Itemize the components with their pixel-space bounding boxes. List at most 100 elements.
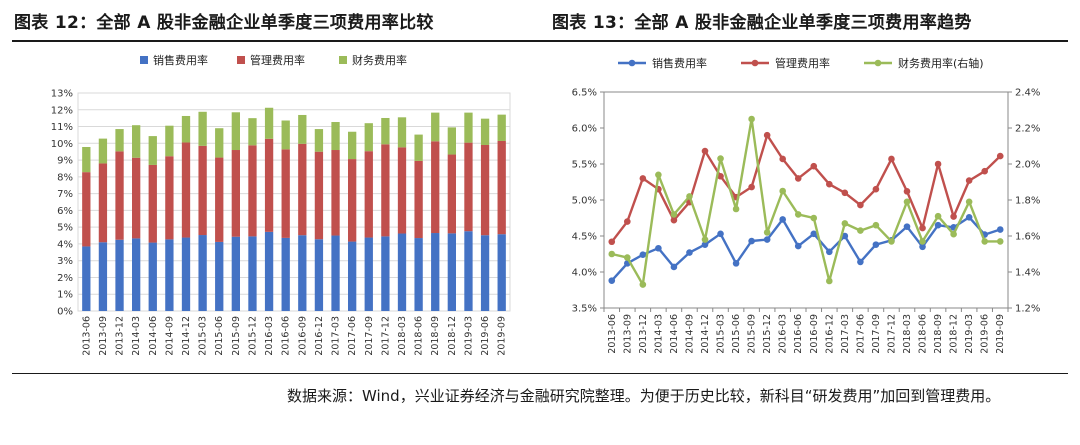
bar-sales	[397, 233, 407, 311]
point-sales	[686, 249, 693, 256]
bar-admin	[414, 160, 423, 239]
bar-finance	[298, 114, 307, 144]
bar-finance	[231, 112, 240, 151]
source-divider	[12, 373, 1068, 374]
x-tick-label: 2019-03	[463, 316, 474, 356]
point-sales	[919, 243, 926, 251]
point-finance	[903, 198, 911, 206]
bar-admin	[215, 157, 224, 242]
x-tick-label: 2014-09	[684, 314, 695, 354]
bar-sales	[264, 231, 274, 311]
point-sales	[779, 216, 786, 223]
bar-sales	[148, 242, 157, 311]
x-tick-label: 2015-12	[762, 314, 773, 354]
point-finance	[826, 277, 833, 285]
x-tick-label: 2013-12	[115, 316, 126, 356]
bar-admin	[331, 150, 340, 236]
point-finance	[872, 221, 880, 229]
x-tick-label: 2017-06	[347, 316, 358, 356]
x-tick-label: 2016-06	[281, 316, 292, 356]
bar-finance	[314, 129, 324, 152]
bar-admin	[264, 138, 274, 232]
x-tick-label: 2014-12	[700, 314, 711, 354]
legend-marker-admin	[751, 59, 759, 67]
legend-swatch-sales	[140, 56, 148, 64]
bar-admin	[464, 142, 473, 232]
x-tick-label: 2015-03	[716, 314, 727, 354]
bar-admin	[281, 149, 290, 238]
x-tick-label: 2015-09	[231, 316, 242, 356]
y-tick-label: 13%	[51, 89, 73, 100]
bar-admin	[181, 142, 191, 238]
point-sales	[608, 277, 616, 284]
bar-admin	[447, 154, 456, 234]
x-tick-label: 2019-03	[964, 314, 975, 354]
bar-sales	[248, 236, 257, 311]
point-admin	[779, 155, 786, 163]
bar-admin	[115, 151, 124, 240]
x-tick-label: 2016-03	[778, 314, 789, 354]
y-tick-label: 7%	[57, 189, 73, 200]
bar-admin	[165, 156, 174, 240]
point-finance	[732, 205, 740, 213]
y-tick-label: 11%	[51, 122, 73, 133]
point-sales	[903, 223, 911, 230]
bar-sales	[82, 246, 91, 311]
point-sales	[996, 226, 1004, 233]
point-finance	[608, 250, 616, 258]
x-tick-label: 2013-06	[607, 314, 618, 354]
point-admin	[857, 201, 864, 209]
bar-admin	[298, 143, 307, 236]
point-admin	[841, 189, 849, 197]
point-admin	[639, 175, 647, 182]
x-tick-label: 2018-06	[918, 314, 929, 354]
point-finance	[748, 115, 755, 123]
title-divider	[12, 40, 1068, 42]
bar-admin	[231, 150, 240, 237]
y-right-tick-label: 2.4%	[1015, 88, 1040, 99]
bar-finance	[364, 123, 373, 152]
point-sales	[794, 242, 802, 250]
bar-finance	[464, 112, 473, 143]
bar-sales	[364, 237, 373, 311]
y-left-tick-label: 3.5%	[572, 304, 597, 315]
x-tick-label: 2018-12	[949, 314, 960, 354]
bar-finance	[82, 146, 91, 173]
point-sales	[826, 248, 833, 256]
point-finance	[810, 214, 818, 222]
point-admin	[872, 185, 880, 193]
point-finance	[763, 229, 771, 236]
point-finance	[888, 238, 895, 245]
bar-sales	[381, 236, 390, 311]
bar-finance	[181, 115, 191, 143]
x-tick-label: 2016-06	[793, 314, 804, 354]
point-finance	[857, 227, 864, 234]
bar-sales	[314, 239, 324, 311]
bar-admin	[397, 147, 407, 234]
source-note: 数据来源：Wind，兴业证券经济与金融研究院整理。为便于历史比较，新科目“研发费…	[287, 387, 1001, 405]
point-admin	[903, 188, 911, 195]
bar-admin	[148, 164, 157, 243]
y-tick-label: 4%	[57, 239, 73, 250]
point-admin	[701, 147, 709, 155]
point-sales	[701, 241, 709, 248]
point-finance	[717, 155, 724, 162]
bar-finance	[198, 111, 207, 146]
point-finance	[655, 171, 662, 179]
bar-admin	[248, 145, 257, 237]
y-tick-label: 6%	[57, 206, 73, 217]
x-tick-label: 2019-06	[480, 316, 491, 356]
legend-label-sales: 销售费用率	[153, 53, 208, 67]
x-tick-label: 2016-09	[297, 316, 308, 356]
bar-admin	[497, 140, 506, 235]
point-admin	[981, 167, 988, 175]
y-tick-label: 3%	[57, 256, 73, 267]
point-finance	[701, 236, 709, 243]
x-tick-label: 2018-09	[933, 314, 944, 354]
x-tick-label: 2013-12	[638, 314, 649, 354]
point-finance	[686, 193, 693, 200]
x-tick-label: 2015-09	[747, 314, 758, 354]
y-tick-label: 1%	[57, 290, 73, 301]
point-finance	[670, 211, 678, 218]
legend-swatch-finance	[339, 56, 347, 64]
